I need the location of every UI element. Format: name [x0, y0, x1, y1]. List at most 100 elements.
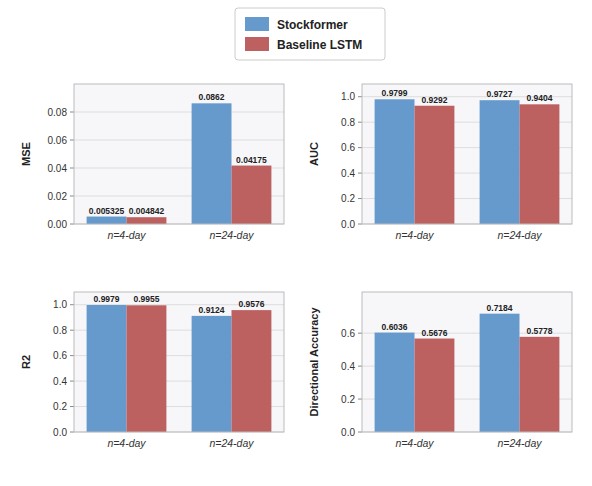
- tick-label: 0.4: [53, 376, 67, 387]
- tick-mark: [358, 224, 362, 225]
- data-label: 0.6036: [382, 322, 408, 332]
- legend-label: Stockformer: [277, 18, 348, 32]
- tick-mark: [358, 366, 362, 367]
- y-axis-label: Directional Accuracy: [308, 307, 320, 417]
- tick-label: 0.0: [341, 219, 355, 230]
- tick-label: 1.0: [53, 299, 67, 310]
- legend-swatch: [245, 17, 269, 31]
- category-label: n=24-day: [497, 437, 542, 449]
- bars: [375, 99, 560, 224]
- tick-label: 0.00: [48, 219, 68, 230]
- plot-background: [74, 84, 284, 224]
- data-label: 0.9799: [382, 88, 408, 98]
- tick-label: 0.02: [48, 191, 68, 202]
- bar: [520, 104, 560, 224]
- data-label: 0.9727: [487, 89, 513, 99]
- bar: [375, 333, 415, 432]
- plot-frame: [74, 84, 284, 224]
- tick-mark: [358, 147, 362, 148]
- plot-background: [362, 292, 572, 432]
- y-axis-label: AUC: [308, 142, 320, 166]
- panel: 0.00 0.02 0.04 0.06 0.08 0.005325 0.0862 0.0048…: [20, 84, 284, 241]
- data-label: 0.9955: [133, 294, 159, 304]
- plot-frame: [362, 84, 572, 224]
- category-label: n=24-day: [497, 229, 542, 241]
- grid-line: [74, 112, 284, 113]
- tick-mark: [70, 168, 74, 169]
- panel: 0.00.20.40.60.81.00.99790.91240.99550.95…: [20, 292, 284, 449]
- tick-mark: [70, 355, 74, 356]
- data-label: 0.9124: [199, 305, 225, 315]
- panel: 0.00.20.40.60.81.00.97990.97270.92920.94…: [308, 84, 572, 241]
- legend-box: [235, 8, 385, 60]
- bar: [192, 316, 232, 432]
- data-label: 0.9979: [94, 294, 120, 304]
- data-label: 0.5676: [421, 328, 447, 338]
- category-label: n=4-day: [395, 437, 434, 449]
- category-label: n=4-day: [107, 229, 146, 241]
- tick-mark: [70, 406, 74, 407]
- tick-mark: [70, 381, 74, 382]
- chart-root: Stockformer Baseline LSTM 0.00 0.02 0.04 0.06…: [0, 0, 592, 486]
- data-label: 0.04175: [236, 155, 267, 165]
- category-label: n=4-day: [107, 437, 146, 449]
- legend-label: Baseline LSTM: [277, 38, 362, 52]
- tick-mark: [70, 330, 74, 331]
- bar: [232, 166, 272, 224]
- bar: [520, 337, 560, 432]
- plot-background: [74, 292, 284, 432]
- tick-mark: [70, 196, 74, 197]
- grid-line: [74, 140, 284, 141]
- tick-label: 0.8: [53, 325, 67, 336]
- data-labels: 0.6036 0.7184 0.5676 0.5778: [382, 303, 553, 338]
- bar: [87, 217, 127, 224]
- tick-label: 0.4: [341, 361, 355, 372]
- bar: [127, 305, 167, 432]
- bar: [375, 99, 415, 224]
- tick-mark: [70, 432, 74, 433]
- data-label: 0.7184: [487, 303, 513, 313]
- tick-label: 0.08: [48, 107, 68, 118]
- tick-label: 0.2: [341, 394, 355, 405]
- data-labels: 0.005325 0.0862 0.004842 0.04175: [89, 92, 267, 216]
- y-axis-label: MSE: [20, 142, 32, 166]
- bar: [415, 339, 455, 432]
- tick-label: 0.8: [341, 117, 355, 128]
- data-label: 0.9292: [421, 95, 447, 105]
- bars: [375, 314, 560, 432]
- plot-frame: [362, 292, 572, 432]
- tick-mark: [358, 198, 362, 199]
- category-label: n=24-day: [209, 437, 254, 449]
- tick-mark: [358, 399, 362, 400]
- panel: 0.00.20.40.60.60360.71840.56760.5778n=4-…: [308, 292, 572, 449]
- tick-mark: [70, 224, 74, 225]
- tick-label: 0.2: [53, 401, 67, 412]
- data-labels: 0.9979 0.9124 0.9955 0.9576: [94, 294, 265, 315]
- data-label: 0.0862: [199, 92, 225, 102]
- data-label: 0.5778: [526, 326, 552, 336]
- tick-label: 0.4: [341, 168, 355, 179]
- tick-mark: [358, 432, 362, 433]
- tick-label: 0.06: [48, 135, 68, 146]
- tick-label: 0.6: [53, 350, 67, 361]
- bar: [127, 217, 167, 224]
- bar: [415, 106, 455, 224]
- plot-frame: [74, 292, 284, 432]
- bars: [87, 103, 272, 224]
- bar: [480, 314, 520, 432]
- bar: [232, 310, 272, 432]
- tick-label: 0.04: [48, 163, 68, 174]
- bar: [480, 100, 520, 224]
- bars: [87, 305, 272, 432]
- data-label: 0.004842: [129, 206, 165, 216]
- legend-swatch: [245, 37, 269, 51]
- tick-mark: [358, 96, 362, 97]
- tick-label: 0.6: [341, 142, 355, 153]
- data-label: 0.9576: [238, 299, 264, 309]
- tick-mark: [70, 112, 74, 113]
- tick-label: 0.2: [341, 193, 355, 204]
- category-label: n=4-day: [395, 229, 434, 241]
- data-labels: 0.97990.97270.92920.9404: [382, 88, 553, 104]
- data-label: 0.005325: [89, 206, 125, 216]
- tick-mark: [358, 173, 362, 174]
